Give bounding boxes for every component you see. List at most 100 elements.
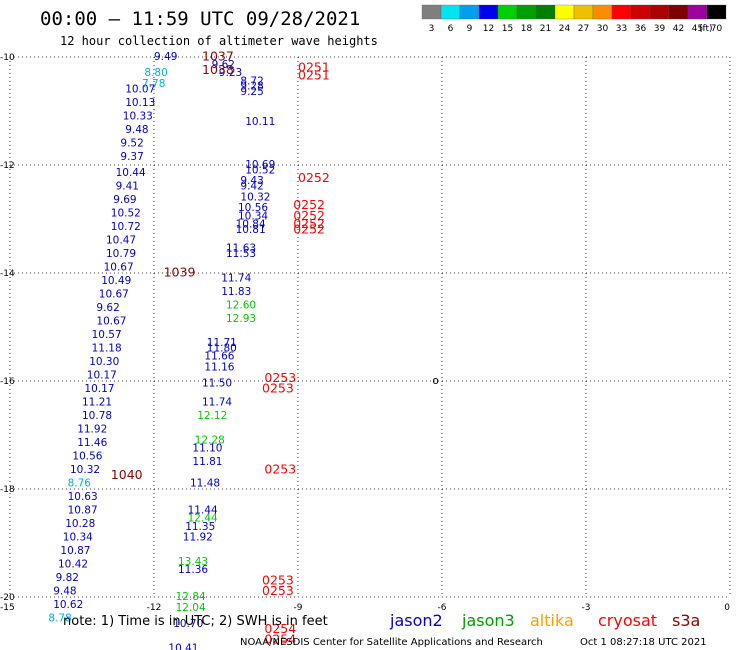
data-point-label-jason2: 11.46 <box>77 437 107 449</box>
data-point-label-jason2: 11.66 <box>204 351 234 363</box>
scale-swatch <box>592 4 613 20</box>
data-point-label-jason2: 10.63 <box>68 491 98 503</box>
data-point-label-cryosat: 0251 <box>298 59 330 74</box>
data-point-label-jason2: 10.72 <box>111 221 141 233</box>
data-point-label-jason2: 9.49 <box>154 51 177 63</box>
scale-swatch <box>459 4 480 20</box>
y-tick-label: -14 <box>0 269 15 279</box>
data-point-label-jason2: 10.34 <box>238 210 268 222</box>
data-point-label-cryosat: 0252 <box>293 197 325 212</box>
data-point-label-jason2: 11.44 <box>188 505 218 517</box>
data-point-label-jason2: 10.44 <box>116 167 146 179</box>
legend-item-cryosat: cryosat <box>598 611 657 630</box>
data-point-label-jason3: 12.93 <box>226 313 256 325</box>
data-point-label-jason2: 9.28 <box>240 81 263 93</box>
data-point-label-jason2: 11.10 <box>192 443 222 455</box>
data-point-label-s3a: 1040 <box>111 467 143 482</box>
chart-subtitle: 12 hour collection of altimeter wave hei… <box>60 34 378 48</box>
chart-title: 00:00 – 11:59 UTC 09/28/2021 <box>40 8 360 30</box>
data-point-label-jason2: 9.69 <box>113 194 136 206</box>
data-point-label-jason2: 10.62 <box>53 599 83 611</box>
scale-swatch <box>706 4 727 20</box>
scale-tick-label: 36 <box>635 24 647 34</box>
wave-height-labels: 9.4910.0710.1310.339.489.529.3710.449.41… <box>48 49 438 650</box>
y-tick-label: -20 <box>0 593 15 603</box>
data-point-label-jason2: 11.71 <box>207 337 237 349</box>
data-point-label-jason2: 9.43 <box>240 175 263 187</box>
data-point-label-jason2: 11.18 <box>92 343 122 355</box>
legend-item-jason3: jason3 <box>461 611 515 630</box>
data-point-label-jason2: 10.67 <box>99 289 129 301</box>
scale-tick-label: 27 <box>578 24 589 34</box>
data-point-label-jason2: 10.41 <box>168 642 198 650</box>
data-point-label-jason2: 10.07 <box>125 83 155 95</box>
scale-tick-label: 6 <box>448 24 454 34</box>
data-point-label-jason2: 10.67 <box>104 262 134 274</box>
data-point-label-jason3: 13.43 <box>178 556 208 568</box>
scale-tick-label: 45 <box>692 24 703 34</box>
data-point-label-jason2: 11.92 <box>77 424 107 436</box>
data-point-label-jason2: 9.48 <box>125 124 148 136</box>
legend-item-jason2: jason2 <box>389 611 443 630</box>
data-point-label-jason2: 11.63 <box>226 243 256 255</box>
scale-swatch <box>668 4 689 20</box>
data-point-label-cryosat: 0253 <box>262 583 294 598</box>
data-point-label-jason2: 9.25 <box>240 86 263 98</box>
scale-tick-label: 42 <box>673 24 684 34</box>
data-point-label-jason2: 10.57 <box>92 329 122 341</box>
scale-swatch <box>687 4 708 20</box>
data-point-label-jason2: 10.87 <box>60 545 90 557</box>
data-point-label-jason2: 11.92 <box>183 532 213 544</box>
data-point-label-jason3: 12.44 <box>188 513 218 525</box>
data-point-label-jason2: 9.23 <box>219 67 242 79</box>
data-point-label-jason2: 9.82 <box>56 572 79 584</box>
data-point-label-jason2: 11.81 <box>192 456 222 468</box>
data-point-label-jason2: 10.34 <box>63 532 93 544</box>
scale-swatch <box>630 4 651 20</box>
data-point-label-jason2: 9.62 <box>212 59 235 71</box>
scale-tick-label: 70 <box>711 24 723 34</box>
data-point-label-jason2: 10.69 <box>245 159 275 171</box>
data-point-label-jason2: 10.28 <box>65 518 95 530</box>
x-tick-label: -12 <box>147 603 162 613</box>
data-point-label-jason2: 11.53 <box>226 248 256 260</box>
data-point-label-cryosat: 0253 <box>262 572 294 587</box>
data-point-label-jason2: 10.56 <box>72 451 102 463</box>
data-point-label-jason2: 10.17 <box>87 370 117 382</box>
data-point-label-jason2: 10.70 <box>173 618 203 630</box>
data-point-label-cryosat: 0252 <box>293 208 325 223</box>
data-point-label-jason2: 10.81 <box>236 224 266 236</box>
scale-swatch <box>516 4 537 20</box>
scale-swatch <box>611 4 632 20</box>
scale-swatch <box>440 4 461 20</box>
legend-item-altika: altika <box>530 611 574 630</box>
data-point-label-jason2: 8.72 <box>240 75 263 87</box>
data-point-label-jason2: 9.48 <box>53 586 76 598</box>
data-point-label-altika: 8.76 <box>68 478 92 490</box>
y-tick-label: -16 <box>0 377 15 387</box>
data-point-label-jason2: 9.37 <box>120 151 143 163</box>
data-point-label-jason2: 11.83 <box>221 286 251 298</box>
data-point-label-jason2: 11.36 <box>178 564 208 576</box>
data-point-label-jason2: 11.16 <box>204 362 234 374</box>
data-point-label-jason2: 11.80 <box>207 343 237 355</box>
plot-grid <box>9 56 731 598</box>
data-point-label-cryosat: 0252 <box>293 221 325 236</box>
scale-tick-label: 33 <box>616 24 627 34</box>
scale-tick-label: 12 <box>483 24 494 34</box>
data-point-label-jason2: 11.35 <box>185 521 215 533</box>
generated-timestamp: Oct 1 08:27:18 UTC 2021 <box>580 637 707 648</box>
data-point-label-cryosat: 0253 <box>262 381 294 396</box>
data-point-label-jason2: 10.52 <box>111 208 141 220</box>
data-point-label-jason2: 10.47 <box>106 235 136 247</box>
data-point-label-altika: 7.78 <box>142 78 165 90</box>
data-point-label-jason2: 10.79 <box>106 248 136 260</box>
scale-swatch <box>573 4 594 20</box>
data-point-label-jason2: 10.84 <box>236 218 266 230</box>
position-marker: o <box>432 375 438 387</box>
data-point-label-cryosat: 0254 <box>264 621 296 636</box>
data-point-label-jason2: 11.21 <box>82 397 112 409</box>
data-point-label-jason2: 11.74 <box>221 272 251 284</box>
data-point-label-jason2: 11.74 <box>202 397 232 409</box>
